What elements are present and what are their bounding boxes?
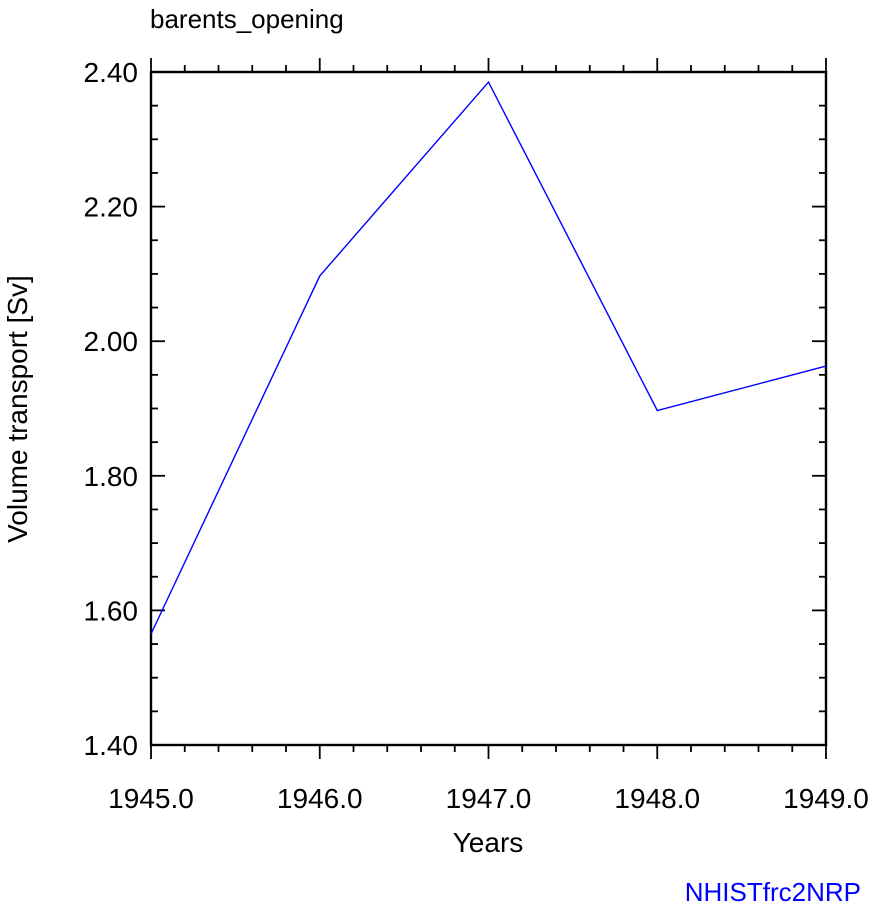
y-tick-label: 2.20 [84, 192, 139, 223]
axis-ticks [150, 58, 827, 759]
x-axis-label: Years [453, 827, 524, 858]
x-tick-label: 1949.0 [783, 783, 869, 814]
y-tick-label: 2.40 [84, 57, 139, 88]
series-group [150, 80, 827, 635]
run-name-annotation: NHISTfrc2NRP [685, 877, 861, 907]
y-tick-label: 1.80 [84, 461, 139, 492]
plot-frame [149, 70, 828, 747]
x-tick-label: 1948.0 [614, 783, 700, 814]
y-tick-label: 1.60 [84, 595, 139, 626]
x-tick-label: 1947.0 [446, 783, 532, 814]
x-tick-label: 1945.0 [108, 783, 194, 814]
chart-title: barents_opening [150, 4, 344, 34]
x-tick-label: 1946.0 [277, 783, 363, 814]
y-axis-label: Volume transport [Sv] [2, 275, 33, 543]
series-line [150, 80, 827, 635]
y-tick-label: 2.00 [84, 326, 139, 357]
axis-tick-labels: 1.40 1.60 1.80 2.00 2.20 2.40 1945.0 1946.0 1947… [84, 57, 869, 814]
y-tick-label: 1.40 [84, 730, 139, 761]
